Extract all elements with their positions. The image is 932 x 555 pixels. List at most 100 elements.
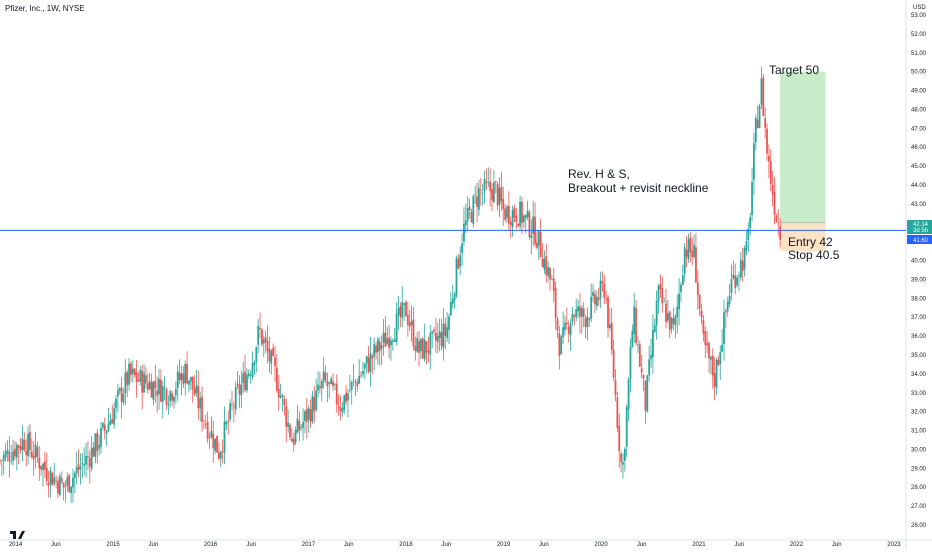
candle-body — [180, 373, 183, 381]
candle-body — [599, 280, 602, 298]
candle-body — [322, 371, 325, 382]
candle-body — [693, 244, 695, 258]
candle-body — [442, 323, 445, 348]
candle-body — [307, 408, 310, 420]
candle-body — [167, 403, 170, 406]
x-tick-label: 2019 — [497, 542, 511, 548]
candle-body — [552, 278, 555, 291]
candle-body — [148, 381, 151, 389]
candle-body — [12, 451, 14, 461]
candle-body — [702, 320, 705, 334]
candle-body — [201, 396, 203, 422]
candle-body — [350, 381, 353, 390]
candle-body — [580, 307, 583, 318]
candle-body — [105, 430, 108, 434]
candle-body — [199, 398, 202, 409]
candle-body — [528, 212, 531, 237]
candle-body — [756, 119, 759, 128]
candle-body — [131, 368, 134, 374]
candle-body — [431, 331, 434, 334]
candle-body — [193, 388, 196, 395]
candle-body — [724, 310, 727, 313]
candle-body — [212, 433, 215, 449]
candle-body — [592, 292, 594, 296]
candle-body — [500, 187, 503, 202]
candle-body — [229, 403, 232, 420]
candle-body — [345, 392, 347, 402]
x-tick-label: 2017 — [302, 542, 316, 548]
candle-body — [777, 223, 780, 225]
candle-body — [438, 331, 441, 339]
candle-body — [644, 380, 647, 411]
candle-body — [337, 407, 340, 408]
candle-body — [6, 449, 9, 454]
candle-body — [158, 378, 160, 395]
candle-body — [453, 294, 456, 300]
candle-body — [305, 408, 308, 423]
candle-body — [444, 323, 447, 336]
candle-body — [429, 333, 432, 355]
candle-body — [49, 470, 52, 484]
candle-body — [249, 374, 252, 376]
candle-body — [43, 461, 46, 470]
y-tick-label: 30.00 — [911, 447, 927, 453]
candle-body — [747, 228, 750, 241]
candle-body — [539, 232, 542, 258]
candle-body — [356, 381, 359, 387]
candle-body — [635, 308, 637, 343]
candle-body — [491, 189, 493, 201]
candle-body — [406, 314, 409, 325]
tradingview-logo-icon[interactable] — [8, 528, 26, 542]
candle-body — [779, 226, 782, 240]
candle-body — [706, 342, 709, 346]
candle-body — [75, 467, 78, 474]
candle-body — [274, 357, 276, 367]
candle-body — [646, 375, 649, 412]
candle-body — [573, 315, 576, 317]
candle-body — [648, 359, 651, 376]
candle-body — [629, 346, 632, 379]
x-tick-label: Jun — [539, 542, 549, 548]
price-tag-box — [907, 220, 932, 234]
candle-body — [36, 447, 39, 457]
candle-body — [216, 435, 218, 453]
candle-body — [272, 347, 275, 356]
candle-body — [674, 316, 677, 326]
x-tick-label: 2022 — [790, 542, 804, 548]
candle-body — [691, 250, 694, 257]
candle-body — [767, 155, 770, 162]
candle-body — [145, 375, 147, 384]
candle-body — [62, 482, 65, 488]
y-tick-label: 48.00 — [911, 107, 927, 113]
candle-body — [375, 345, 377, 353]
candle-body — [666, 313, 669, 321]
price-tag-value: 42.14 — [913, 222, 929, 228]
candle-body — [393, 339, 396, 342]
y-tick-label: 38.00 — [911, 296, 927, 302]
x-tick-label: 2016 — [204, 542, 218, 548]
candle-body — [637, 344, 639, 345]
candle-body — [79, 466, 82, 470]
candle-body — [315, 390, 318, 410]
candle-body — [287, 422, 290, 427]
candle-body — [470, 212, 473, 222]
candle-body — [182, 373, 185, 385]
candle-body — [343, 395, 346, 411]
candle-body — [348, 390, 351, 392]
candle-body — [554, 288, 557, 318]
candle-body — [186, 364, 188, 384]
candle-body — [116, 390, 119, 397]
candle-body — [221, 451, 224, 453]
candle-body — [174, 389, 177, 396]
candle-body — [519, 201, 521, 227]
candle-body — [405, 301, 407, 317]
candle-body — [171, 393, 174, 401]
candle-body — [766, 128, 768, 154]
candle-body — [670, 317, 673, 329]
candle-body — [255, 347, 258, 363]
candle-body — [30, 451, 33, 458]
y-tick-label: 52.00 — [911, 32, 927, 38]
candle-body — [550, 279, 553, 281]
